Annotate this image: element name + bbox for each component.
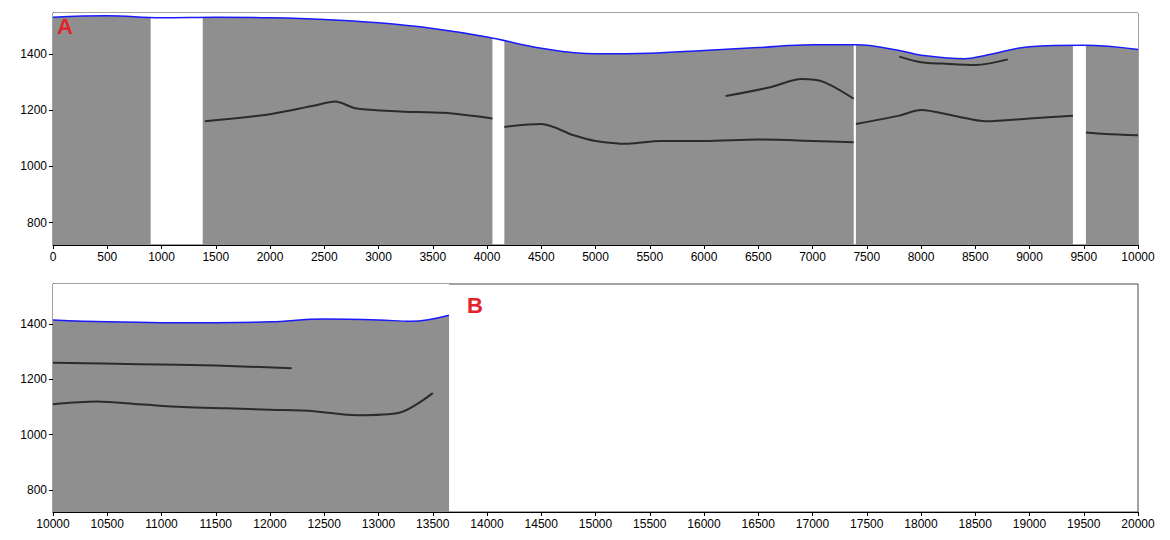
svg-text:1400: 1400 bbox=[20, 47, 47, 61]
svg-text:15000: 15000 bbox=[579, 517, 613, 531]
svg-text:1000: 1000 bbox=[20, 159, 47, 173]
svg-text:16000: 16000 bbox=[687, 517, 721, 531]
svg-text:3500: 3500 bbox=[419, 250, 446, 264]
svg-text:13000: 13000 bbox=[362, 517, 396, 531]
svg-text:2500: 2500 bbox=[311, 250, 338, 264]
svg-text:1000: 1000 bbox=[148, 250, 175, 264]
svg-text:6500: 6500 bbox=[745, 250, 772, 264]
svg-text:19000: 19000 bbox=[1013, 517, 1047, 531]
svg-text:8000: 8000 bbox=[908, 250, 935, 264]
svg-text:11500: 11500 bbox=[200, 517, 233, 531]
svg-text:10000: 10000 bbox=[1121, 250, 1155, 264]
svg-text:9000: 9000 bbox=[1016, 250, 1043, 264]
svg-text:10500: 10500 bbox=[91, 517, 125, 531]
svg-text:14000: 14000 bbox=[470, 517, 504, 531]
svg-text:14500: 14500 bbox=[525, 517, 559, 531]
svg-text:800: 800 bbox=[27, 483, 47, 497]
svg-text:1200: 1200 bbox=[20, 103, 47, 117]
svg-text:7000: 7000 bbox=[799, 250, 826, 264]
svg-text:7500: 7500 bbox=[853, 250, 880, 264]
svg-text:1000: 1000 bbox=[20, 428, 47, 442]
svg-text:12500: 12500 bbox=[308, 517, 342, 531]
svg-text:2000: 2000 bbox=[257, 250, 284, 264]
svg-text:18500: 18500 bbox=[959, 517, 993, 531]
svg-text:1400: 1400 bbox=[20, 317, 47, 331]
svg-text:3000: 3000 bbox=[365, 250, 392, 264]
svg-text:1500: 1500 bbox=[202, 250, 229, 264]
svg-text:4500: 4500 bbox=[528, 250, 555, 264]
svg-text:800: 800 bbox=[27, 216, 47, 230]
svg-text:13500: 13500 bbox=[416, 517, 450, 531]
svg-text:16500: 16500 bbox=[742, 517, 776, 531]
svg-text:1200: 1200 bbox=[20, 372, 47, 386]
svg-text:17000: 17000 bbox=[796, 517, 830, 531]
svg-text:A: A bbox=[57, 14, 73, 39]
svg-text:12000: 12000 bbox=[253, 517, 287, 531]
svg-text:11000: 11000 bbox=[145, 517, 178, 531]
svg-text:B: B bbox=[467, 293, 483, 318]
svg-text:17500: 17500 bbox=[850, 517, 884, 531]
svg-text:18000: 18000 bbox=[904, 517, 938, 531]
svg-text:4000: 4000 bbox=[474, 250, 501, 264]
svg-text:5500: 5500 bbox=[636, 250, 663, 264]
svg-text:10000: 10000 bbox=[36, 517, 70, 531]
svg-text:8500: 8500 bbox=[962, 250, 989, 264]
svg-text:15500: 15500 bbox=[633, 517, 667, 531]
svg-text:19500: 19500 bbox=[1067, 517, 1101, 531]
svg-text:0: 0 bbox=[50, 250, 57, 264]
svg-text:5000: 5000 bbox=[582, 250, 609, 264]
svg-text:6000: 6000 bbox=[691, 250, 718, 264]
svg-text:9500: 9500 bbox=[1070, 250, 1097, 264]
svg-text:20000: 20000 bbox=[1121, 517, 1155, 531]
svg-text:500: 500 bbox=[97, 250, 117, 264]
